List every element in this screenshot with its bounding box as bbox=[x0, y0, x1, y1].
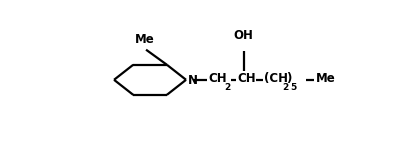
Text: 5: 5 bbox=[290, 83, 297, 92]
Text: 2: 2 bbox=[282, 83, 288, 92]
Text: OH: OH bbox=[234, 29, 254, 42]
Text: CH: CH bbox=[209, 72, 227, 85]
Text: N: N bbox=[188, 74, 198, 87]
Text: CH: CH bbox=[237, 72, 256, 85]
Text: Me: Me bbox=[135, 33, 154, 46]
Text: (CH: (CH bbox=[264, 72, 288, 85]
Text: ): ) bbox=[286, 72, 292, 85]
Text: 2: 2 bbox=[224, 83, 230, 92]
Text: Me: Me bbox=[316, 72, 335, 85]
